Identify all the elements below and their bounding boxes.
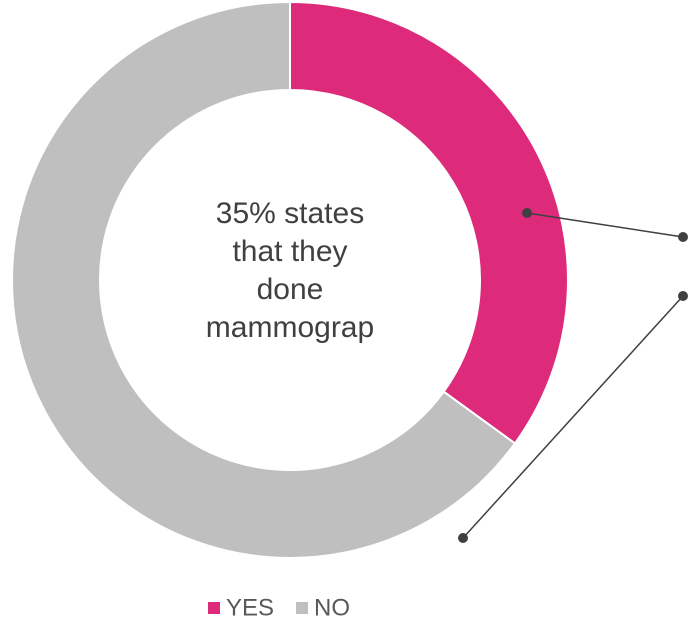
leader-lines <box>458 208 688 543</box>
leader-dot <box>522 208 532 218</box>
leader-dot <box>678 232 688 242</box>
legend-swatch <box>208 602 220 614</box>
leader-dot <box>458 533 468 543</box>
leader-dot <box>678 291 688 301</box>
legend-swatch <box>296 602 309 614</box>
leader-line <box>526 212 684 238</box>
leader-line <box>462 295 684 539</box>
center-label: 35% states <box>216 197 364 230</box>
legend-label: NO <box>314 594 350 621</box>
donut-segment <box>289 0 569 445</box>
center-label: mammograp <box>206 311 374 344</box>
center-label: that they <box>232 235 347 268</box>
legend: YES NO <box>208 594 350 621</box>
center-label: done <box>257 273 324 306</box>
donut-segment <box>11 0 517 559</box>
legend-label: YES <box>226 594 274 621</box>
donut <box>11 0 569 559</box>
